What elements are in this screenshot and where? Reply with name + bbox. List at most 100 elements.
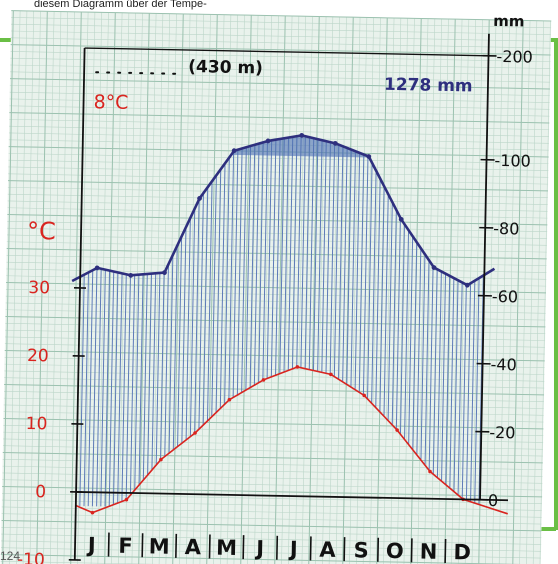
hatch-line — [329, 143, 336, 375]
grid-line-v — [532, 20, 544, 564]
hatch-line — [445, 275, 451, 485]
grid-line-v — [423, 18, 436, 564]
precipitation-point — [332, 140, 338, 146]
grid-line-v — [484, 19, 497, 564]
right-tick-label: -40 — [490, 355, 517, 374]
grid-line-h — [2, 445, 543, 457]
hatch-line — [367, 162, 373, 400]
month-label: F — [118, 534, 133, 558]
hatch-line — [155, 272, 161, 465]
hatch-line — [379, 186, 385, 412]
grid-line-v — [505, 20, 517, 564]
grid-line-h — [10, 51, 551, 63]
grid-line-h — [2, 459, 543, 470]
grid-major-v — [308, 16, 320, 564]
grid-major-v — [2, 10, 14, 564]
grid-line-v — [83, 12, 96, 564]
hatch-line — [147, 273, 152, 476]
grid-line-v — [9, 10, 21, 564]
grid-line-h — [7, 221, 548, 233]
hatch-line — [291, 136, 298, 369]
hatch-line — [321, 141, 327, 373]
grid-major-h — [5, 316, 546, 328]
precipitation-point — [128, 272, 134, 278]
hatch-line — [138, 274, 144, 486]
grid-major-h — [1, 520, 542, 532]
grid-line-h — [7, 200, 548, 212]
grid-line-h — [5, 336, 545, 348]
grid-line-v — [247, 15, 259, 564]
hatch-line — [206, 181, 213, 421]
top-axis-line — [84, 47, 489, 57]
temperature-point — [90, 510, 95, 515]
grid-line-h — [6, 275, 547, 287]
grid-line-h — [1, 506, 542, 518]
hatch-line — [262, 141, 268, 381]
hatch-line — [79, 274, 85, 507]
grid-line-v — [260, 15, 272, 564]
hatch-line — [296, 135, 302, 368]
month-label: M — [216, 536, 237, 560]
hatch-line — [408, 236, 414, 445]
temperature-point — [159, 457, 163, 462]
grid-line-v — [416, 18, 429, 564]
grid-line-h — [2, 472, 543, 484]
hatch-line — [245, 146, 252, 391]
hatch-line — [416, 248, 422, 455]
grid-line-v — [518, 20, 531, 564]
hatch-line — [312, 139, 319, 371]
grid-major-h — [6, 282, 547, 294]
grid-major-v — [511, 20, 524, 564]
hatch-line — [287, 136, 294, 371]
month-label: S — [353, 538, 369, 562]
grid-line-h — [6, 234, 547, 246]
left-tick-label: -10 — [17, 550, 45, 564]
right-tick-label: -100 — [494, 151, 531, 171]
hatch-line — [236, 148, 243, 396]
annual-precipitation-annotation: 1278 mm — [384, 75, 473, 97]
month-label: M — [149, 534, 170, 558]
right-tick-label: -60 — [492, 287, 519, 306]
hatch-line — [470, 280, 476, 502]
grid-line-v — [117, 12, 130, 564]
precipitation-point — [398, 216, 404, 222]
grid-line-v — [301, 16, 313, 564]
hatch-line — [215, 169, 222, 413]
hatch-line — [211, 175, 217, 417]
grid-major-h — [11, 10, 552, 22]
hatch-line — [308, 138, 315, 370]
grid-line-h — [9, 119, 550, 131]
hatch-line — [160, 272, 165, 460]
grid-major-h — [9, 78, 550, 90]
hatch-line — [125, 275, 131, 500]
grid-line-v — [335, 17, 347, 564]
grid-line-h — [2, 493, 542, 504]
hatch-line — [350, 151, 356, 388]
grid-line-h — [9, 91, 550, 103]
temperature-point — [227, 397, 232, 402]
hatch-line — [104, 270, 111, 507]
hatch-line — [337, 146, 344, 380]
grid-line-h — [10, 57, 551, 69]
altitude-annotation: (430 m) — [188, 57, 263, 78]
grid-line-h — [1, 499, 542, 511]
hatch-line — [249, 144, 256, 388]
grid-line-v — [403, 18, 415, 564]
grid-line-h — [5, 309, 546, 321]
hatch-line — [279, 138, 285, 374]
precipitation-point — [366, 154, 372, 159]
hatch-line — [83, 272, 90, 507]
grid-line-h — [2, 479, 543, 491]
hatch-line — [224, 157, 230, 405]
month-label: J — [86, 533, 96, 557]
grid-line-v — [328, 16, 340, 564]
hatch-line — [232, 149, 239, 398]
right-tick-label: -20 — [489, 423, 516, 442]
grid-major-v — [36, 11, 48, 564]
grid-line-h — [4, 357, 545, 369]
precipitation-point — [197, 196, 202, 201]
grid-line-h — [1, 540, 542, 552]
hatch-line — [151, 273, 157, 470]
grid-line-h — [3, 391, 544, 402]
